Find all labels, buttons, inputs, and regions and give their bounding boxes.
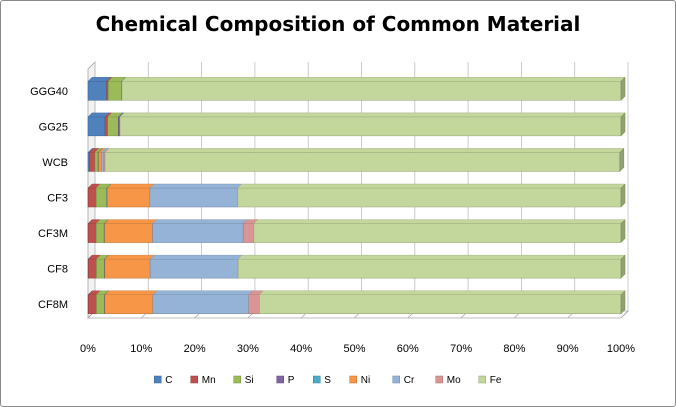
bar-segment xyxy=(237,187,622,208)
bar-segment xyxy=(98,152,102,172)
bar-segment xyxy=(106,187,151,208)
bar-segment xyxy=(149,187,239,208)
bar-segment xyxy=(152,223,244,243)
bar-segment-top xyxy=(152,219,248,224)
gridline-floor xyxy=(620,310,629,319)
legend-label: P xyxy=(288,375,295,386)
chart-title: Chemical Composition of Common Material xyxy=(95,12,581,36)
bar-segment xyxy=(89,152,96,172)
bar-segment-top xyxy=(106,183,155,189)
legend-swatch xyxy=(233,375,241,384)
y-tick-label: CF3 xyxy=(47,193,68,205)
bar-end-cap xyxy=(620,76,626,101)
bar-segment xyxy=(96,258,105,279)
bar-segment xyxy=(242,223,255,243)
bar-segment xyxy=(87,223,97,243)
legend-label: Mo xyxy=(447,375,461,386)
bar-segment xyxy=(104,116,108,137)
x-tick-label: 10% xyxy=(130,343,152,355)
legend-label: C xyxy=(165,375,172,386)
x-tick-label: 60% xyxy=(397,343,419,355)
bar-segment xyxy=(87,81,107,101)
bar-segment xyxy=(94,152,99,172)
legend-swatch xyxy=(276,375,284,384)
bar-segment-top xyxy=(253,219,626,224)
y-tick-label: CF3M xyxy=(38,228,68,240)
legend-swatch xyxy=(435,375,443,384)
x-tick-label: 20% xyxy=(184,343,206,355)
legend-swatch xyxy=(313,375,321,384)
bar-end-cap xyxy=(620,112,626,137)
bar-segment xyxy=(104,152,621,172)
legend-swatch xyxy=(154,375,162,384)
bar-segment xyxy=(121,81,622,101)
y-tick-label: CF8 xyxy=(47,264,68,276)
bar-segment xyxy=(87,116,106,137)
legend-swatch xyxy=(190,375,198,384)
bar-segment xyxy=(149,258,239,279)
bar-segment-top xyxy=(237,183,626,189)
bar-segment xyxy=(104,223,153,243)
bar-segment xyxy=(119,116,622,137)
bar-segment xyxy=(87,187,97,208)
bar-segment-top xyxy=(258,290,626,295)
x-tick-label: 100% xyxy=(607,343,635,355)
legend-label: Cr xyxy=(404,375,415,386)
bar-segment-top xyxy=(104,290,158,295)
bar-segment xyxy=(108,81,122,101)
legend-label: S xyxy=(324,375,331,386)
bar-segment xyxy=(253,223,622,243)
bar-segment-top xyxy=(104,254,155,260)
y-tick-label: CF8M xyxy=(38,299,68,311)
bar-segment-top xyxy=(104,148,625,153)
bar-end-cap xyxy=(619,147,625,173)
x-tick-label: 90% xyxy=(557,343,579,355)
x-tick-label: 70% xyxy=(450,343,472,355)
legend-swatch xyxy=(349,375,357,384)
bar-segment xyxy=(100,152,105,172)
bar-segment-top xyxy=(149,254,243,260)
x-tick-label: 30% xyxy=(237,343,259,355)
bar-segment xyxy=(96,294,105,314)
legend-swatch xyxy=(478,375,486,384)
x-tick-label: 40% xyxy=(290,343,312,355)
bar-segment xyxy=(248,294,260,314)
bar-segment-top xyxy=(104,219,158,224)
bar-segment-top xyxy=(152,290,254,295)
legend-swatch xyxy=(392,375,400,384)
bar-segment-top xyxy=(119,112,626,118)
bar-segment xyxy=(88,258,97,279)
bar-end-cap xyxy=(620,290,626,315)
bar-segment xyxy=(259,294,622,314)
bar-segment xyxy=(104,294,154,314)
bar-segment xyxy=(104,258,151,279)
legend-label: Ni xyxy=(361,375,370,386)
x-tick-label: 0% xyxy=(80,343,96,355)
bar-end-cap xyxy=(620,218,626,244)
bar-segment xyxy=(95,223,105,243)
x-tick-label: 50% xyxy=(343,343,365,355)
bar-segment-top xyxy=(149,183,243,189)
legend-label: Mn xyxy=(202,375,216,386)
y-tick-label: GG25 xyxy=(39,121,68,133)
x-tick-label: 80% xyxy=(503,343,525,355)
y-tick-label: WCB xyxy=(42,157,68,169)
bar-end-cap xyxy=(620,183,626,208)
legend-label: Fe xyxy=(490,375,502,386)
bar-segment xyxy=(237,258,622,279)
bar-segment xyxy=(152,294,250,314)
bar-end-cap xyxy=(620,254,626,279)
y-tick-label: GGG40 xyxy=(30,86,68,98)
bar-segment-top xyxy=(237,254,626,260)
bar-segment-top xyxy=(121,77,626,82)
bar-segment xyxy=(95,187,108,208)
legend-label: Si xyxy=(245,375,254,386)
bar-segment xyxy=(107,116,119,137)
bar-segment xyxy=(88,294,97,314)
